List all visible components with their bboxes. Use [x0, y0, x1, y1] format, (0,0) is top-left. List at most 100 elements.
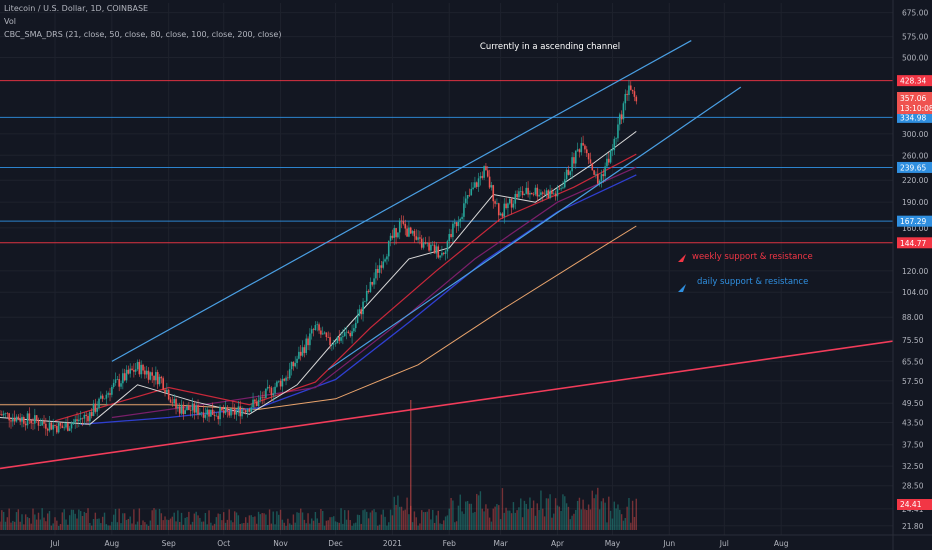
- volume-bar: [413, 511, 416, 530]
- volume-bar: [65, 519, 67, 530]
- y-tick-label: 500.00: [902, 54, 928, 63]
- volume-bar: [347, 510, 350, 530]
- candle-body: [474, 182, 476, 188]
- volume-bar: [206, 524, 208, 530]
- volume-tag-value: 24.41: [900, 500, 922, 509]
- candle-body: [96, 407, 98, 412]
- candle-body: [37, 420, 40, 426]
- y-tick-label: 21.80: [902, 522, 924, 531]
- candle-body: [197, 405, 199, 415]
- volume-bar: [83, 511, 86, 530]
- volume-bar: [215, 517, 218, 530]
- volume-bar: [358, 515, 361, 530]
- y-tick-label: 575.00: [902, 33, 928, 42]
- volume-bar: [138, 508, 141, 530]
- candle-body: [354, 322, 357, 329]
- candle-body: [519, 191, 522, 192]
- volume-bar: [287, 518, 289, 530]
- candle-body: [514, 193, 517, 204]
- candle-body: [0, 414, 1, 415]
- candle-body: [248, 408, 251, 412]
- candle-body: [87, 415, 89, 422]
- volume-bar: [417, 525, 419, 530]
- sma80-line: [111, 166, 637, 419]
- candle-body: [208, 409, 210, 417]
- volume-bar: [553, 513, 555, 530]
- candle-body: [202, 412, 205, 418]
- volume-bar: [386, 525, 388, 530]
- volume-bar: [593, 498, 595, 530]
- candle-body: [235, 410, 238, 415]
- volume-bar: [245, 517, 247, 530]
- volume-bar: [408, 514, 410, 530]
- candle-body: [463, 203, 465, 217]
- volume-bar: [564, 496, 566, 530]
- candle-body: [186, 406, 188, 411]
- volume-bar: [175, 521, 177, 530]
- candle-body: [89, 412, 91, 422]
- level-tag: [897, 161, 932, 173]
- volume-bar: [160, 513, 163, 530]
- volume-bar: [114, 508, 117, 530]
- volume-bar: [195, 511, 197, 530]
- candle-body: [4, 413, 7, 414]
- volume-bar: [459, 494, 461, 530]
- volume-bar: [250, 515, 252, 530]
- candle-body: [492, 185, 495, 202]
- volume-bar: [26, 517, 29, 530]
- candle-body: [298, 351, 300, 359]
- volume-bar: [624, 517, 626, 530]
- volume-bar: [298, 512, 300, 530]
- candle-body: [279, 380, 282, 387]
- volume-bar: [584, 509, 586, 530]
- volume-bar: [81, 516, 84, 530]
- candle-body: [488, 176, 491, 188]
- candle-body: [224, 407, 227, 414]
- volume-bar: [466, 501, 469, 530]
- volume-bar: [17, 509, 20, 530]
- candle-body: [312, 329, 315, 330]
- volume-bar: [136, 521, 139, 530]
- volume-bar: [325, 520, 328, 530]
- candle-body: [233, 408, 236, 415]
- candle-body: [101, 395, 104, 399]
- candle-body: [164, 389, 166, 393]
- volume-bar: [604, 502, 606, 530]
- candle-body: [485, 166, 487, 171]
- candle-body: [296, 358, 298, 363]
- volume-tag-bg: [897, 499, 932, 510]
- candle-body: [90, 412, 93, 417]
- candle-body: [85, 414, 87, 416]
- candle-body: [76, 419, 78, 422]
- daily-legend: daily support & resistance: [678, 277, 808, 292]
- volume-bar: [567, 506, 570, 530]
- candle-body: [107, 393, 109, 395]
- candle-body: [580, 143, 583, 153]
- candle-body: [512, 203, 515, 208]
- candle-body: [360, 309, 363, 315]
- candle-body: [442, 252, 445, 254]
- volume-bar: [424, 512, 427, 530]
- candle-body: [343, 332, 346, 337]
- candlesticks: [0, 79, 638, 436]
- candle-body: [142, 364, 144, 371]
- volume-bar: [2, 511, 5, 530]
- candle-body: [507, 203, 509, 209]
- candle-body: [611, 150, 614, 151]
- volume-bar: [312, 520, 315, 530]
- candle-body: [441, 252, 443, 256]
- y-tick-label: 220.00: [902, 176, 928, 185]
- volume-bar: [41, 508, 43, 530]
- candle-body: [428, 242, 430, 251]
- candle-body: [367, 290, 370, 292]
- volume-bar: [439, 523, 441, 530]
- candle-body: [114, 379, 117, 383]
- volume-bar: [100, 523, 102, 530]
- volume-bar: [635, 498, 637, 530]
- candle-body: [206, 409, 209, 415]
- candle-body: [338, 337, 341, 341]
- candle-body: [19, 419, 21, 422]
- volume-bar: [223, 512, 225, 530]
- candle-body: [290, 362, 293, 370]
